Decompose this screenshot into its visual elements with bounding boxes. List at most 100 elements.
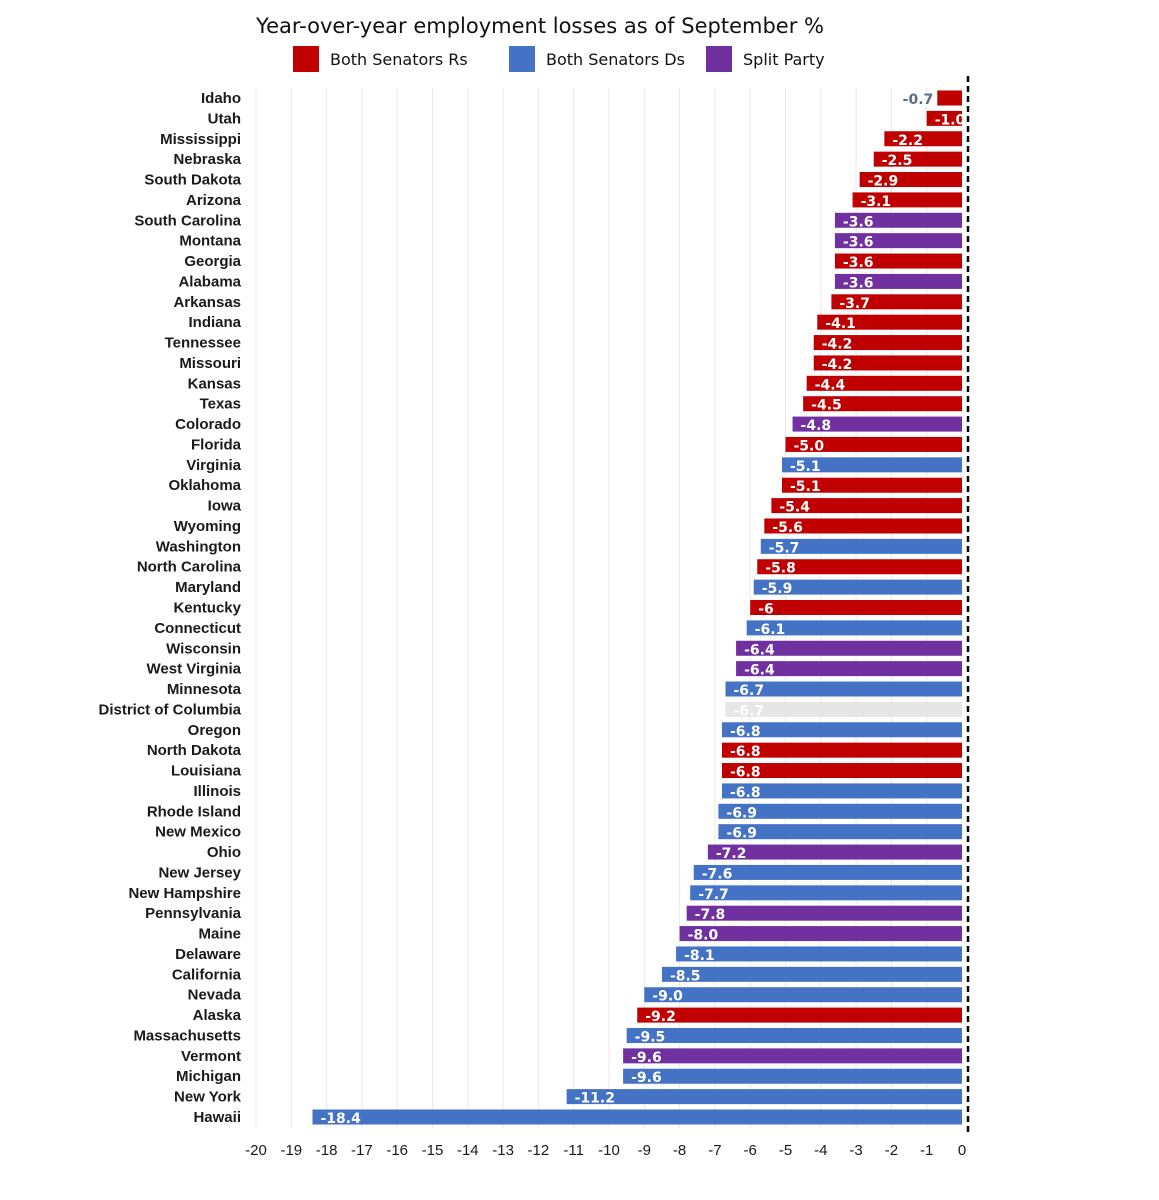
bar xyxy=(834,212,962,228)
category-label: Nevada xyxy=(188,987,242,1004)
category-label: Florida xyxy=(191,436,242,453)
bar xyxy=(937,90,962,106)
bar xyxy=(760,538,962,554)
bar xyxy=(753,579,962,595)
category-label: Maryland xyxy=(175,579,241,596)
value-label: -9.2 xyxy=(645,1009,676,1025)
value-label: -8.5 xyxy=(670,968,701,984)
value-label: -6.8 xyxy=(730,765,761,781)
category-label: Maine xyxy=(198,926,241,943)
category-label: South Dakota xyxy=(144,172,241,189)
category-label: New Jersey xyxy=(158,864,241,881)
bar xyxy=(834,273,962,289)
bar xyxy=(926,110,962,126)
value-label: -5.9 xyxy=(762,581,793,597)
x-tick-label: -12 xyxy=(528,1142,550,1159)
chart-title: Year-over-year employment losses as of S… xyxy=(256,14,824,38)
bar xyxy=(781,477,962,493)
bar xyxy=(721,722,962,738)
legend: Both Senators Rs Both Senators Ds Split … xyxy=(0,46,1159,76)
bar xyxy=(736,640,962,656)
x-tick-label: -9 xyxy=(638,1142,651,1159)
value-label: -6.1 xyxy=(755,622,786,638)
value-label: -5.8 xyxy=(765,561,796,577)
x-tick-label: -14 xyxy=(457,1142,479,1159)
value-label: -5.4 xyxy=(779,500,810,516)
category-label: Connecticut xyxy=(154,620,241,637)
category-label: New York xyxy=(174,1089,242,1106)
category-label: Utah xyxy=(208,110,241,127)
x-tick-label: -11 xyxy=(563,1142,584,1159)
category-label: Ohio xyxy=(207,844,241,861)
bar xyxy=(721,783,962,799)
x-tick-label: -3 xyxy=(849,1142,862,1159)
category-label: Minnesota xyxy=(167,681,242,698)
value-label: -3.7 xyxy=(839,296,870,312)
legend-label-ds: Both Senators Ds xyxy=(546,50,685,69)
bar xyxy=(566,1089,962,1105)
value-label: -3.6 xyxy=(843,214,874,230)
bar xyxy=(813,355,962,371)
x-tick-label: -7 xyxy=(708,1142,721,1159)
value-label: -5.1 xyxy=(790,459,821,475)
category-label: Louisiana xyxy=(171,763,242,780)
bar xyxy=(690,885,962,901)
bar xyxy=(884,131,962,147)
value-label: -7.8 xyxy=(695,907,726,923)
category-label: Michigan xyxy=(176,1068,241,1085)
category-label: Georgia xyxy=(184,253,241,270)
x-tick-label: -13 xyxy=(492,1142,514,1159)
bar xyxy=(736,661,962,677)
value-label: -7.7 xyxy=(698,887,729,903)
value-label: -6.9 xyxy=(726,805,757,821)
value-label: -9.0 xyxy=(652,989,683,1005)
category-label: New Mexico xyxy=(155,824,241,841)
bar xyxy=(725,701,962,717)
bar xyxy=(771,498,962,514)
category-label: Tennessee xyxy=(165,335,241,352)
bar xyxy=(626,1027,962,1043)
bar xyxy=(859,172,962,188)
category-label: North Dakota xyxy=(147,742,242,759)
value-label: -5.7 xyxy=(769,540,800,556)
value-label: -3.1 xyxy=(861,194,892,210)
category-label: Alabama xyxy=(178,273,241,290)
value-label: -6 xyxy=(758,602,774,618)
category-label: Mississippi xyxy=(160,131,241,148)
category-label: Hawaii xyxy=(193,1109,241,1126)
category-label: Pennsylvania xyxy=(145,905,242,922)
value-label: -6.4 xyxy=(744,663,775,679)
bar xyxy=(312,1109,963,1125)
bar xyxy=(792,416,962,432)
category-label: Iowa xyxy=(208,498,242,515)
category-label: Colorado xyxy=(175,416,241,433)
value-label: -3.6 xyxy=(843,235,874,251)
category-label: California xyxy=(172,966,242,983)
category-label: Kansas xyxy=(188,375,241,392)
x-tick-label: -19 xyxy=(280,1142,302,1159)
value-label: -6.8 xyxy=(730,744,761,760)
x-tick-label: -17 xyxy=(351,1142,373,1159)
category-label: South Carolina xyxy=(134,212,241,229)
value-label: -0.7 xyxy=(903,92,934,108)
x-tick-label: -10 xyxy=(598,1142,620,1159)
value-label: -4.2 xyxy=(822,357,853,373)
category-label: Kentucky xyxy=(173,600,241,617)
category-label: Montana xyxy=(179,233,241,250)
value-label: -9.6 xyxy=(631,1070,662,1086)
bar xyxy=(873,151,962,167)
bar xyxy=(721,763,962,779)
bar xyxy=(806,375,962,391)
category-label: Nebraska xyxy=(173,151,241,168)
value-label: -5.1 xyxy=(790,479,821,495)
bar xyxy=(718,803,962,819)
category-label: Delaware xyxy=(175,946,241,963)
value-label: -2.9 xyxy=(868,174,899,190)
category-label: Virginia xyxy=(186,457,241,474)
bar xyxy=(721,742,962,758)
bar xyxy=(764,518,962,534)
category-label: Oregon xyxy=(188,722,241,739)
value-label: -8.0 xyxy=(688,928,719,944)
category-label: Arizona xyxy=(186,192,242,209)
category-label: Alaska xyxy=(193,1007,242,1024)
